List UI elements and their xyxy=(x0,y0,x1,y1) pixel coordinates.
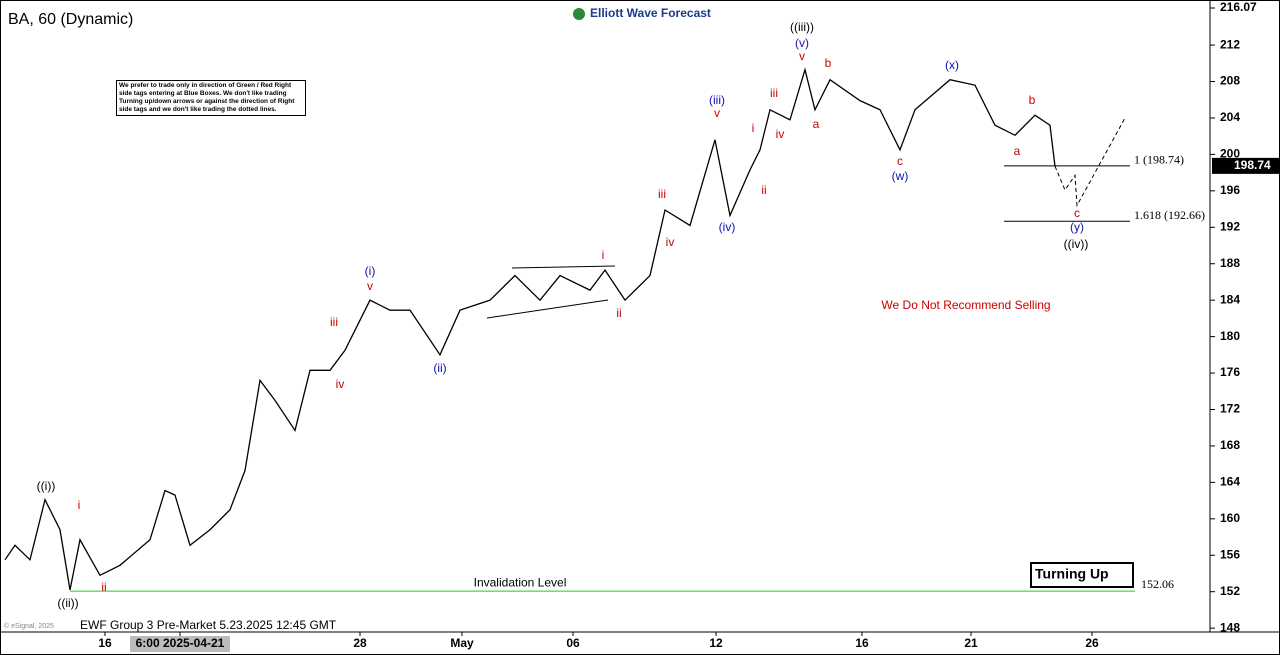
wave-label: (y) xyxy=(1070,220,1084,234)
triangle-top xyxy=(511,265,616,269)
y-tick-label: 212 xyxy=(1220,37,1240,51)
y-tick-label: 164 xyxy=(1220,475,1240,489)
wave-label: ii xyxy=(761,183,766,197)
y-tick-label: 168 xyxy=(1220,438,1240,452)
x-tick-label: 21 xyxy=(964,636,978,650)
wave-label: ((iii)) xyxy=(790,20,814,34)
y-tick-label: 152 xyxy=(1220,584,1240,598)
wave-label: ((i)) xyxy=(37,479,56,493)
y-tick-label: 160 xyxy=(1220,511,1240,525)
wave-label: (i) xyxy=(365,264,376,278)
warning: We Do Not Recommend Selling xyxy=(881,298,1050,312)
wave-label: iii xyxy=(770,86,778,100)
fib-label: 1 (198.74) xyxy=(1134,153,1184,167)
wave-label: b xyxy=(1029,93,1036,107)
y-tick-label: 192 xyxy=(1220,219,1240,233)
wave-label: iv xyxy=(336,377,345,391)
y-tick-label: 180 xyxy=(1220,329,1240,343)
wave-label: (iv) xyxy=(719,220,736,234)
y-tick-label: 196 xyxy=(1220,183,1240,197)
x-tick-label: 06 xyxy=(566,636,580,650)
invalidation-label: Invalidation Level xyxy=(474,575,567,589)
wave-label: ii xyxy=(101,580,106,594)
wave-label: (w) xyxy=(892,169,909,183)
y-tick-label: 208 xyxy=(1220,74,1240,88)
wave-label: (ii) xyxy=(433,361,446,375)
wave-label: a xyxy=(813,117,820,131)
footer: EWF Group 3 Pre-Market 5.23.2025 12:45 G… xyxy=(80,618,337,632)
wave-label: a xyxy=(1014,144,1021,158)
last-price-label: 198.74 xyxy=(1234,158,1271,172)
wave-label: iv xyxy=(666,235,675,249)
last-price-tag xyxy=(1212,157,1280,174)
wave-label: v xyxy=(714,106,720,120)
wave-label: ((iv)) xyxy=(1064,237,1089,251)
fib-label: 1.618 (192.66) xyxy=(1134,208,1205,222)
wave-label: c xyxy=(897,154,903,168)
y-tick-label: 148 xyxy=(1220,620,1240,634)
wave-label: iii xyxy=(658,187,666,201)
x-tick-label: 12 xyxy=(709,636,723,650)
wave-label: v xyxy=(367,279,373,293)
wave-label: i xyxy=(78,498,81,512)
signal-box xyxy=(1030,562,1134,588)
wave-label: i xyxy=(602,248,605,262)
y-tick-label: 188 xyxy=(1220,256,1240,270)
invalidation-value: 152.06 xyxy=(1141,577,1174,591)
x-tick-label: May xyxy=(450,636,474,650)
x-tick-label: 16 xyxy=(98,636,112,650)
wave-label: (x) xyxy=(945,58,959,72)
wave-label: b xyxy=(825,56,832,70)
signal: Turning Up xyxy=(1035,566,1109,582)
brand: Elliott Wave Forecast xyxy=(590,6,711,20)
note: We prefer to trade only in direction of … xyxy=(116,80,306,116)
chart-title: BA, 60 (Dynamic) xyxy=(8,11,133,28)
wave-label: i xyxy=(752,121,755,135)
wave-label: iv xyxy=(776,127,785,141)
wave-label: (iii) xyxy=(709,93,725,107)
x-tick-label: 6:00 2025-04-21 xyxy=(136,636,225,650)
wave-label: (v) xyxy=(795,36,809,50)
y-tick-label: 200 xyxy=(1220,147,1240,161)
y-tick-label: 156 xyxy=(1220,547,1240,561)
copyright: © eSignal, 2025 xyxy=(4,622,54,630)
triangle-bottom xyxy=(486,299,609,319)
x-tick-label: 28 xyxy=(353,636,367,650)
x-tick-label: 26 xyxy=(1085,636,1099,650)
y-tick-label: 216.07 xyxy=(1220,0,1257,14)
x-tick-label: 16 xyxy=(855,636,869,650)
y-tick-label: 184 xyxy=(1220,292,1240,306)
wave-label: c xyxy=(1074,206,1080,220)
y-tick-label: 172 xyxy=(1220,402,1240,416)
y-tick-label: 176 xyxy=(1220,365,1240,379)
price-line xyxy=(4,67,1056,590)
wave-label: iii xyxy=(330,315,338,329)
y-tick-label: 204 xyxy=(1220,110,1240,124)
wave-label: v xyxy=(799,49,805,63)
x-tick-highlight xyxy=(130,636,230,652)
wave-label: ii xyxy=(616,306,621,320)
projection-line xyxy=(1054,117,1126,208)
wave-label: ((ii)) xyxy=(57,596,78,610)
brand-logo xyxy=(573,8,585,20)
